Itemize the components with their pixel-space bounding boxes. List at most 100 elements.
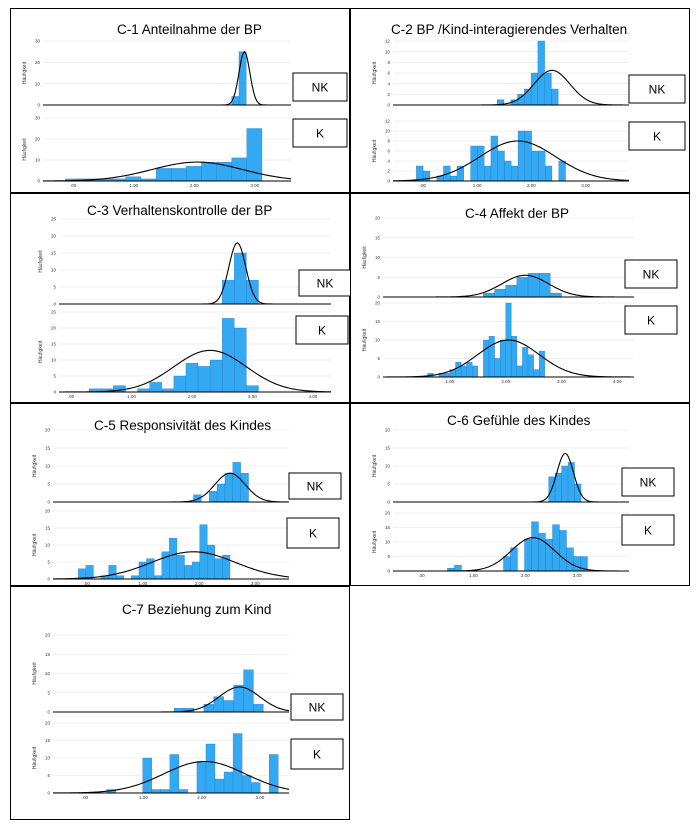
- x-tick-label: 1.00: [139, 795, 148, 800]
- y-tick-label: 5: [47, 773, 50, 778]
- legend-box-k: [628, 121, 686, 151]
- histogram-bar: [559, 530, 567, 572]
- legend-box-nk: [624, 259, 678, 289]
- x-tick-label: 2.00: [501, 379, 510, 384]
- x-tick-label: 1.00: [139, 581, 148, 586]
- legend-label-nk: NK: [307, 480, 324, 494]
- panel-c6: C-6 Gefühle des Kindes 0 5 10 15 20 Häufigkeit…: [350, 403, 690, 586]
- x-tick-label: 1.00: [129, 183, 138, 188]
- y-axis-label: Häufigkeit: [22, 61, 28, 84]
- legend-label-nk: NK: [309, 701, 326, 715]
- histogram-bar: [524, 130, 532, 182]
- x-tick-label: 1.00: [469, 573, 478, 578]
- histogram-bar: [232, 462, 241, 503]
- chart-title: C-3 Verhaltenskontrolle der BP: [87, 203, 272, 218]
- legend-label-nk: NK: [640, 476, 657, 490]
- y-tick-label: 15: [375, 319, 381, 324]
- histogram-bar: [250, 782, 261, 794]
- normal-curve: [383, 339, 634, 378]
- y-tick-label: 8: [387, 60, 390, 65]
- histogram-bar: [537, 40, 545, 106]
- x-tick-label: 3.00: [573, 573, 582, 578]
- y-tick-label: 10: [375, 255, 381, 260]
- y-tick-label: 0: [377, 375, 380, 380]
- y-tick-label: 5: [377, 275, 380, 280]
- chart-title: C-6 Gefühle des Kindes: [447, 413, 591, 428]
- normal-curve: [52, 551, 290, 580]
- histogram-bar: [231, 96, 240, 106]
- y-tick-label: 20: [45, 509, 51, 514]
- x-tick-label: 1.00: [127, 394, 136, 399]
- histogram-bar: [222, 280, 235, 305]
- y-tick-label: 20: [385, 428, 391, 433]
- normal-curve: [59, 242, 331, 305]
- chart-c4: C-4 Affekt der BP 0 5 10 15 20 Häufigkeit NK 0 5 1…: [362, 206, 678, 384]
- x-tick-label: 2.00: [188, 394, 197, 399]
- histogram-bar: [539, 273, 551, 298]
- histogram-bar: [533, 369, 540, 378]
- legend-box-nk: [628, 74, 686, 104]
- legend-label-k: K: [653, 130, 661, 144]
- legend-label-k: K: [644, 524, 652, 538]
- legend-label-k: K: [313, 748, 321, 762]
- histogram-bar: [524, 538, 532, 572]
- y-tick-label: 0: [53, 302, 56, 307]
- y-tick-label: 25: [51, 310, 57, 315]
- panel-c1: C-1 Anteilnahme der BP 0 10 20 30 Häufigkeit N…: [10, 8, 350, 193]
- histogram-bar: [232, 733, 243, 794]
- histogram-bar: [530, 72, 539, 106]
- histogram-bar: [483, 339, 490, 378]
- histogram-bar: [504, 160, 512, 182]
- normal-curve: [393, 452, 629, 503]
- y-tick-label: 4: [387, 81, 390, 86]
- y-tick-label: 10: [45, 756, 51, 761]
- y-tick-label: 10: [45, 464, 51, 469]
- y-tick-label: 10: [45, 671, 51, 676]
- histogram-bar: [490, 135, 498, 182]
- histogram-bar: [510, 547, 518, 572]
- histogram-bar: [567, 462, 575, 503]
- x-tick-label: .00: [84, 581, 91, 586]
- histogram-bar: [178, 789, 189, 794]
- histogram-bar: [108, 565, 117, 580]
- y-tick-label: 30: [35, 116, 41, 121]
- y-tick-label: 20: [375, 216, 381, 221]
- y-axis-label: Häufigkeit: [32, 746, 38, 769]
- y-tick-label: 10: [51, 268, 57, 273]
- legend-label-nk: NK: [643, 268, 660, 282]
- histogram-bar: [214, 558, 223, 580]
- y-tick-label: 5: [47, 482, 50, 487]
- x-tick-label: 2.00: [195, 581, 204, 586]
- histogram-bar: [171, 168, 187, 182]
- histogram-bar: [416, 165, 424, 182]
- normal-curve: [42, 161, 292, 182]
- y-tick-label: 15: [45, 652, 51, 657]
- y-axis-label: Häufigkeit: [372, 61, 378, 84]
- y-axis-label: Häufigkeit: [38, 250, 44, 273]
- histogram-bar: [153, 575, 162, 580]
- y-tick-label: 0: [387, 103, 390, 108]
- histogram-bar: [201, 161, 217, 182]
- histogram-bar: [216, 483, 226, 503]
- histogram-bar: [223, 771, 234, 794]
- histogram-bar: [470, 145, 478, 182]
- y-tick-label: 0: [377, 295, 380, 300]
- y-tick-label: 0: [47, 791, 50, 796]
- legend-box-k: [290, 738, 344, 770]
- histogram-bar: [231, 157, 247, 182]
- histogram-bar: [545, 165, 553, 182]
- histogram-bar: [554, 473, 562, 503]
- x-tick-label: .00: [420, 183, 427, 188]
- y-tick-label: 10: [35, 81, 41, 86]
- panel-c4: C-4 Affekt der BP 0 5 10 15 20 Häufigkeit NK 0 5 1…: [350, 193, 690, 403]
- y-tick-label: 20: [51, 234, 57, 239]
- y-tick-label: 15: [385, 525, 391, 530]
- x-tick-label: 3.00: [248, 394, 257, 399]
- y-axis-label: Häufigkeit: [372, 530, 378, 553]
- histogram-bar: [494, 358, 501, 378]
- y-tick-label: 0: [387, 569, 390, 574]
- y-tick-label: 12: [385, 119, 391, 124]
- y-tick-label: 0: [47, 500, 50, 505]
- y-tick-label: 20: [375, 301, 381, 306]
- y-tick-label: 6: [387, 71, 390, 76]
